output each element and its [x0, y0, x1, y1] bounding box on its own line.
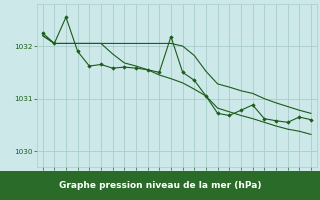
Text: Graphe pression niveau de la mer (hPa): Graphe pression niveau de la mer (hPa) [59, 181, 261, 190]
